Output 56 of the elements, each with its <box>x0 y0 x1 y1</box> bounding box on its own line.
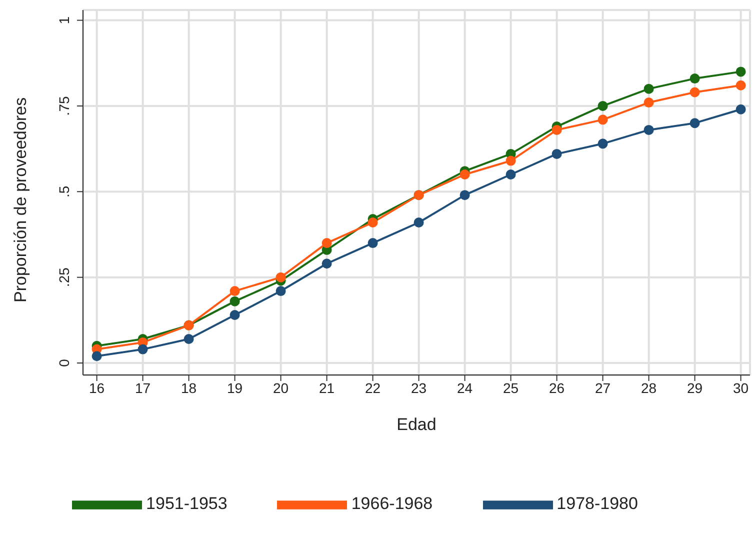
legend-label: 1951-1953 <box>146 494 228 514</box>
point <box>690 74 700 84</box>
point <box>92 351 102 362</box>
x-tick-label: 27 <box>595 380 611 396</box>
x-axis-title: Edad <box>396 415 436 434</box>
x-tick-label: 24 <box>457 380 473 396</box>
point <box>506 170 516 180</box>
point <box>690 87 700 98</box>
x-tick-label: 18 <box>181 380 197 396</box>
point <box>598 138 608 149</box>
x-tick-label: 17 <box>135 380 151 396</box>
point <box>368 217 378 228</box>
x-tick-label: 28 <box>641 380 657 396</box>
point <box>322 238 332 248</box>
point <box>506 156 516 166</box>
y-tick-label: .75 <box>56 96 72 116</box>
x-tick-label: 21 <box>319 380 335 396</box>
y-tick-label: .25 <box>56 267 72 288</box>
x-tick-label: 20 <box>273 380 289 396</box>
x-tick-label: 22 <box>365 380 381 396</box>
point <box>460 190 470 200</box>
point <box>552 124 562 135</box>
legend-label: 1978-1980 <box>556 494 638 514</box>
x-tick-label: 19 <box>227 380 243 396</box>
point <box>276 272 286 282</box>
point <box>736 104 746 114</box>
point <box>368 238 378 248</box>
x-tick-label: 25 <box>503 380 519 396</box>
point <box>184 334 194 344</box>
x-tick-label: 29 <box>687 380 703 396</box>
y-tick-label: 1 <box>56 16 72 24</box>
x-tick-label: 30 <box>733 380 749 396</box>
point <box>230 286 240 296</box>
point <box>644 98 654 108</box>
point <box>460 170 470 180</box>
point <box>736 80 746 90</box>
x-tick-label: 26 <box>549 380 565 396</box>
point <box>138 344 148 354</box>
point <box>276 286 286 296</box>
point <box>322 258 332 269</box>
point <box>414 217 424 228</box>
point <box>690 118 700 128</box>
x-tick-label: 23 <box>411 380 427 396</box>
y-tick-label: .5 <box>56 186 72 198</box>
legend-label: 1966-1968 <box>351 494 433 514</box>
y-tick-label: 0 <box>56 358 72 367</box>
point <box>736 66 746 77</box>
point <box>230 296 240 306</box>
x-tick-label: 16 <box>89 380 105 396</box>
y-axis-title: Proporción de proveedores <box>11 97 30 302</box>
point <box>644 124 654 135</box>
point <box>598 100 608 111</box>
point <box>230 310 240 320</box>
point <box>552 148 562 159</box>
point <box>644 84 654 94</box>
point <box>598 114 608 125</box>
